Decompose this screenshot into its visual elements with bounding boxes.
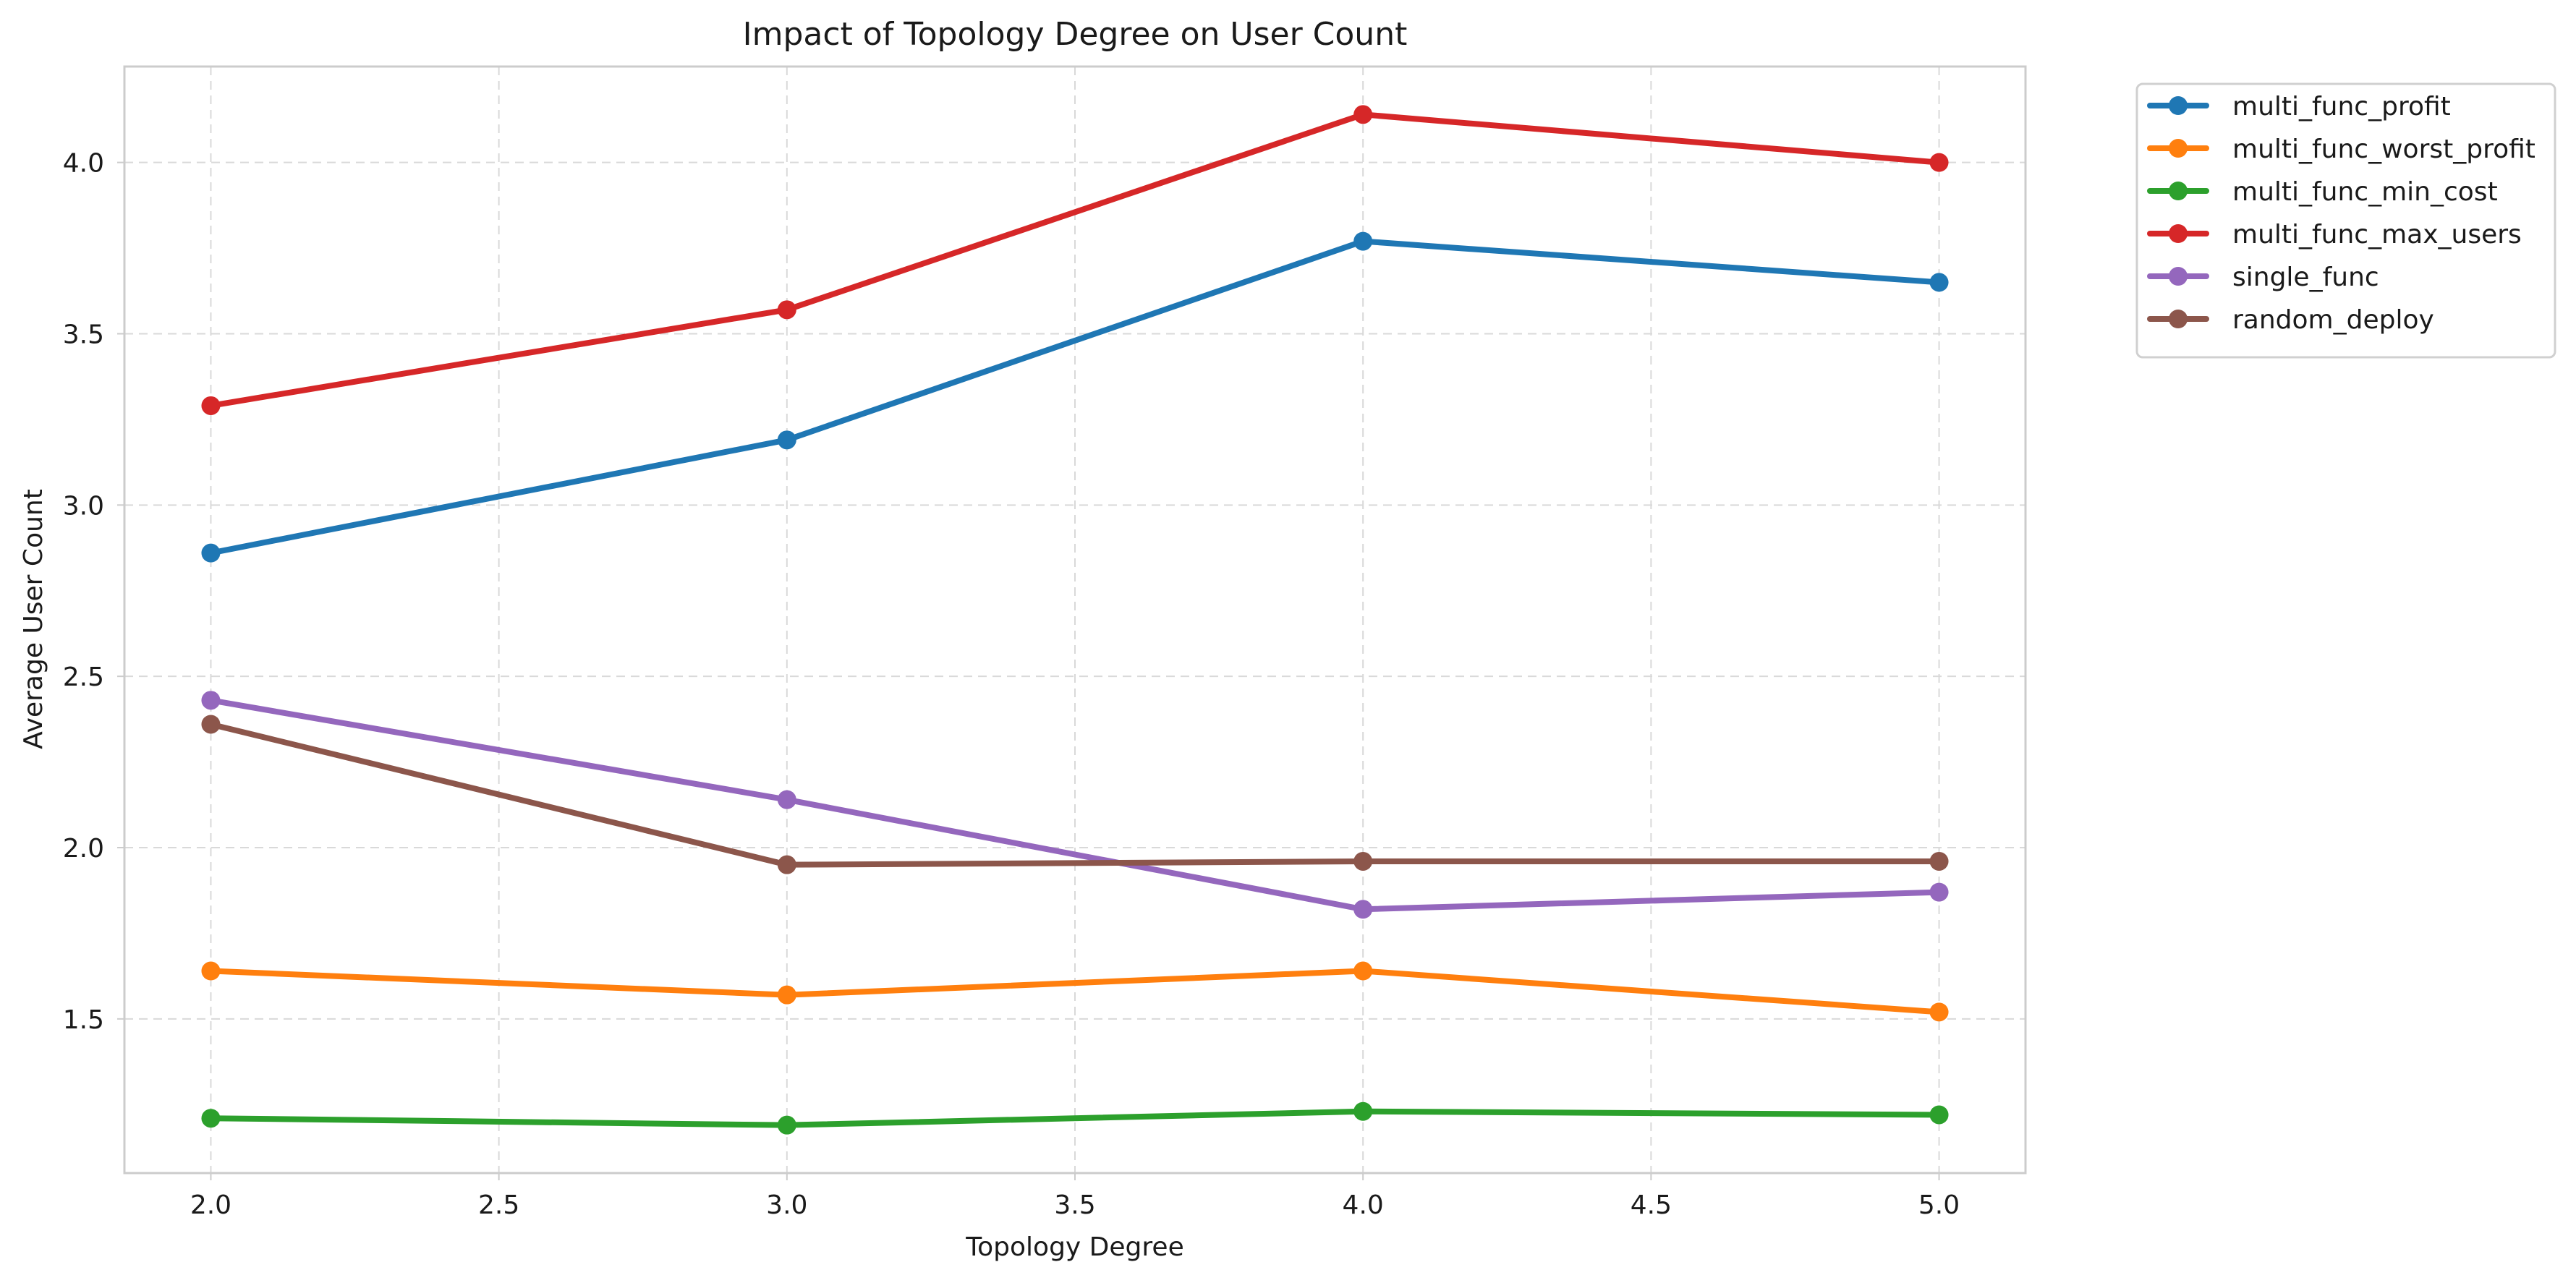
data-point-multi_func_min_cost: [201, 1109, 221, 1128]
plot-frame: [123, 65, 2027, 1175]
data-point-multi_func_max_users: [777, 300, 796, 320]
data-point-multi_func_worst_profit: [1929, 1002, 1949, 1022]
x-tick-label: 4.0: [1343, 1190, 1384, 1220]
data-point-multi_func_max_users: [1929, 153, 1949, 172]
x-axis-label: Topology Degree: [965, 1232, 1183, 1262]
legend-marker-single_func: [2169, 267, 2188, 286]
data-point-single_func: [1929, 882, 1949, 902]
legend-marker-multi_func_worst_profit: [2169, 139, 2188, 158]
legend: multi_func_profit multi_func_worst_profit…: [2135, 82, 2556, 359]
legend-label-random_deploy: random_deploy: [2232, 305, 2434, 335]
data-point-random_deploy: [777, 855, 796, 874]
x-tick-label: 4.5: [1631, 1190, 1672, 1220]
series-line-multi_func_profit: [208, 238, 1942, 556]
data-point-single_func: [201, 691, 221, 710]
data-point-multi_func_profit: [201, 543, 221, 563]
series-lines: [201, 105, 1949, 1135]
legend-label-multi_func_max_users: multi_func_max_users: [2232, 220, 2522, 250]
series-single_func: [201, 691, 1949, 919]
data-point-random_deploy: [201, 715, 221, 734]
y-tick-label: 4.0: [63, 149, 104, 179]
data-point-multi_func_min_cost: [777, 1115, 796, 1135]
series-random_deploy: [201, 715, 1949, 874]
y-tick-label: 3.5: [63, 320, 104, 349]
data-point-multi_func_worst_profit: [1353, 961, 1373, 981]
x-tick-label: 2.5: [478, 1190, 519, 1220]
data-point-multi_func_max_users: [1353, 105, 1373, 124]
legend-label-multi_func_worst_profit: multi_func_worst_profit: [2232, 135, 2535, 164]
series-multi_func_profit: [201, 231, 1949, 563]
x-tick-label: 3.0: [766, 1190, 807, 1220]
data-point-single_func: [777, 790, 796, 809]
y-tick-label: 2.0: [63, 834, 104, 864]
legend-marker-multi_func_max_users: [2169, 224, 2188, 243]
data-point-multi_func_profit: [777, 430, 796, 450]
data-point-multi_func_min_cost: [1353, 1101, 1373, 1121]
data-point-random_deploy: [1353, 851, 1373, 871]
series-multi_func_worst_profit: [201, 961, 1949, 1022]
series-line-random_deploy: [208, 721, 1942, 868]
legend-label-multi_func_profit: multi_func_profit: [2232, 92, 2451, 122]
series-line-multi_func_min_cost: [208, 1108, 1942, 1128]
series-multi_func_min_cost: [201, 1101, 1949, 1135]
legend-marker-multi_func_profit: [2169, 96, 2188, 115]
y-tick-label: 2.5: [63, 662, 104, 692]
legend-box: [2135, 82, 2556, 359]
x-tick-label: 2.0: [190, 1190, 231, 1220]
data-point-multi_func_min_cost: [1929, 1105, 1949, 1125]
legend-label-single_func: single_func: [2232, 263, 2379, 292]
data-point-multi_func_max_users: [201, 396, 221, 415]
grid-lines: [124, 67, 2025, 1173]
plot-axes: 2.0 2.5 3.0 3.5 4.0 4.5 5.0 1.5 2.0 2.5 3.0 3.5 4.0: [63, 65, 2027, 1220]
y-tick-label: 3.0: [63, 491, 104, 521]
x-tick-label: 5.0: [1918, 1190, 1960, 1220]
series-line-multi_func_max_users: [208, 111, 1942, 409]
y-axis-label: Average User Count: [19, 489, 48, 749]
data-point-multi_func_profit: [1929, 273, 1949, 292]
data-point-single_func: [1353, 900, 1373, 919]
legend-label-multi_func_min_cost: multi_func_min_cost: [2232, 177, 2498, 207]
data-point-random_deploy: [1929, 851, 1949, 871]
x-tick-label: 3.5: [1054, 1190, 1095, 1220]
data-point-multi_func_worst_profit: [201, 961, 221, 981]
series-line-multi_func_worst_profit: [208, 968, 1942, 1015]
chart-title: Impact of Topology Degree on User Count: [743, 16, 1408, 53]
legend-marker-random_deploy: [2169, 310, 2188, 328]
series-multi_func_max_users: [201, 105, 1949, 415]
legend-marker-multi_func_min_cost: [2169, 182, 2188, 200]
data-point-multi_func_profit: [1353, 231, 1373, 251]
data-point-multi_func_worst_profit: [777, 985, 796, 1005]
y-tick-label: 1.5: [63, 1005, 104, 1035]
series-line-single_func: [208, 697, 1942, 913]
